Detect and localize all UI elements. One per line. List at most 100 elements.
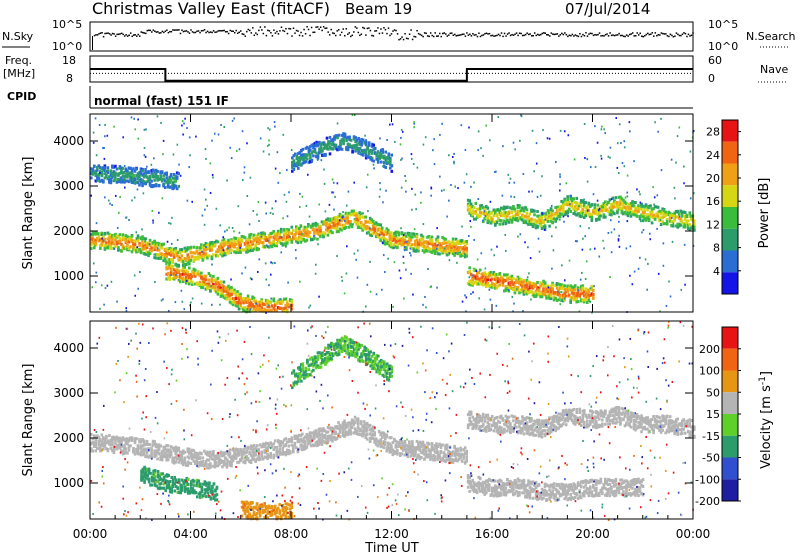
echo-cell [489,221,493,225]
echo-cell [394,240,398,244]
echo-cell [433,249,437,253]
echo-cell [260,306,263,310]
echo-cell [174,269,178,273]
echo-cell [524,241,526,244]
echo-cell [576,286,580,290]
nsky-trace [92,26,694,50]
nsky-point [160,32,162,34]
echo-cell [603,247,605,250]
echo-cell [94,232,98,236]
echo-cell [308,215,311,218]
echo-cell [206,282,209,286]
echo-cell [157,243,161,247]
echo-cell [296,237,300,241]
echo-cell [103,244,107,248]
echo-cell [413,122,416,125]
echo-cell [606,203,608,206]
echo-cell [601,205,604,209]
echo-cell [664,213,667,217]
echo-cell [239,304,242,308]
echo-cell [142,240,146,244]
nsky-point [527,33,530,36]
echo-cell [334,218,337,222]
echo-cell [130,168,134,172]
echo-cell [186,246,190,250]
echo-cell [189,154,191,157]
echo-cell [481,274,485,278]
echo-cell [248,304,251,308]
nsky-point [93,34,96,37]
echo-cell [252,247,256,251]
echo-cell [647,215,651,219]
echo-cell [379,231,383,235]
echo-cell [175,171,179,175]
echo-cell [148,252,152,256]
echo-cell [494,278,497,282]
echo-cell [527,287,530,291]
echo-cell [319,229,322,233]
nsky-point [607,35,610,37]
echo-cell [239,292,242,296]
echo-cell [118,177,122,181]
date-label: 07/Jul/2014 [565,0,650,18]
echo-cell [221,283,224,287]
nsky-point [304,33,307,35]
echo-cell [497,277,500,281]
echo-cell [138,183,141,187]
echo-cell [336,148,339,152]
echo-cell [168,247,171,251]
echo-cell [616,201,619,205]
echo-cell [187,247,191,251]
echo-cell [297,156,300,160]
echo-cell [166,263,170,267]
nsky-point [580,35,583,38]
echo-cell [433,243,437,247]
echo-cell [106,449,110,453]
echo-cell [189,245,193,249]
echo-cell [397,233,401,237]
echo-cell [186,261,190,265]
echo-cell [96,175,99,179]
echo-cell [301,161,305,165]
echo-cell [120,449,123,453]
echo-cell [275,238,279,242]
echo-cell [602,208,606,212]
nsky-point [241,33,244,35]
echo-cell [636,188,638,191]
nsky-point [271,35,274,37]
echo-cell [526,276,529,279]
echo-cell [109,245,113,249]
echo-cell [537,216,541,220]
echo-cell [503,273,506,277]
echo-cell [469,202,473,206]
echo-cell [359,212,363,216]
echo-cell [304,146,308,150]
echo-cell [497,116,500,119]
echo-cell [371,222,375,226]
echo-cell [323,220,327,224]
echo-cell [604,203,607,207]
nsky-point [674,35,676,37]
nsky-point [357,31,360,34]
echo-cell [621,161,624,164]
echo-cell [441,235,444,239]
echo-cell [264,239,268,243]
nsky-point [435,35,438,37]
echo-cell [389,237,393,241]
nsky-point [158,32,161,34]
echo-cell [358,225,361,229]
echo-cell [465,296,468,299]
echo-cell [295,161,299,165]
echo-cell [444,248,447,252]
echo-cell [470,225,472,228]
nsky-point [651,32,654,34]
echo-cell [490,220,494,224]
echo-cell [113,247,116,250]
echo-cell [236,300,239,304]
nsky-point [312,31,314,34]
echo-cell [177,263,181,267]
echo-cell [409,238,413,242]
echo-cell [191,282,194,286]
echo-cell [112,235,116,239]
echo-cell [236,250,239,254]
